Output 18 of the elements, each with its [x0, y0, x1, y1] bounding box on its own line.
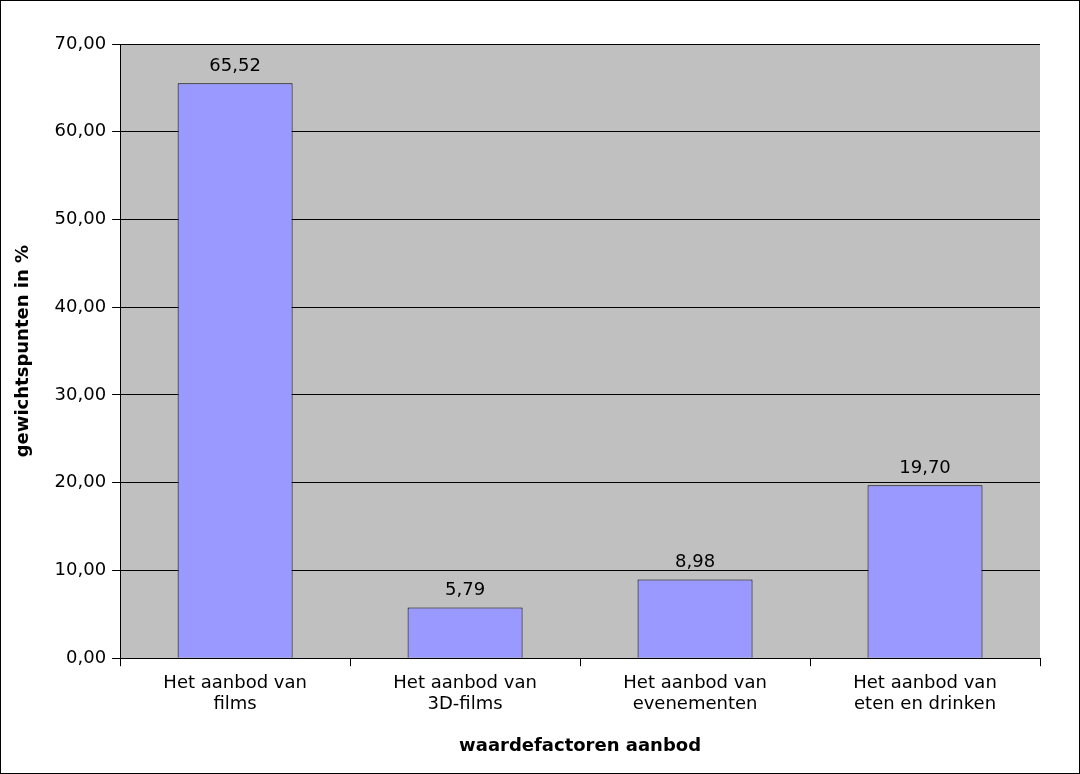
x-tick-label: Het aanbod van evenementen: [623, 670, 767, 714]
data-label: 65,52: [209, 53, 261, 75]
y-tick-label: 20,00: [54, 470, 107, 492]
x-tick-label: Het aanbod van films: [163, 670, 307, 714]
x-tick-label: Het aanbod van 3D-films: [393, 670, 537, 714]
y-tick-label: 60,00: [54, 119, 107, 141]
y-tick-label: 10,00: [54, 558, 107, 580]
data-label: 8,98: [675, 550, 716, 572]
x-tick-label: Het aanbod van eten en drinken: [853, 670, 997, 714]
x-axis-title: waardefactoren aanbod: [459, 733, 702, 755]
data-label: 19,70: [899, 456, 951, 478]
y-tick-label: 30,00: [54, 382, 107, 404]
data-label: 5,79: [445, 578, 486, 600]
y-tick-label: 50,00: [54, 207, 107, 229]
y-tick-label: 70,00: [54, 31, 107, 53]
y-tick-label: 0,00: [66, 645, 107, 667]
y-tick-label: 40,00: [54, 294, 107, 316]
y-axis-title: gewichtspunten in %: [11, 244, 33, 458]
